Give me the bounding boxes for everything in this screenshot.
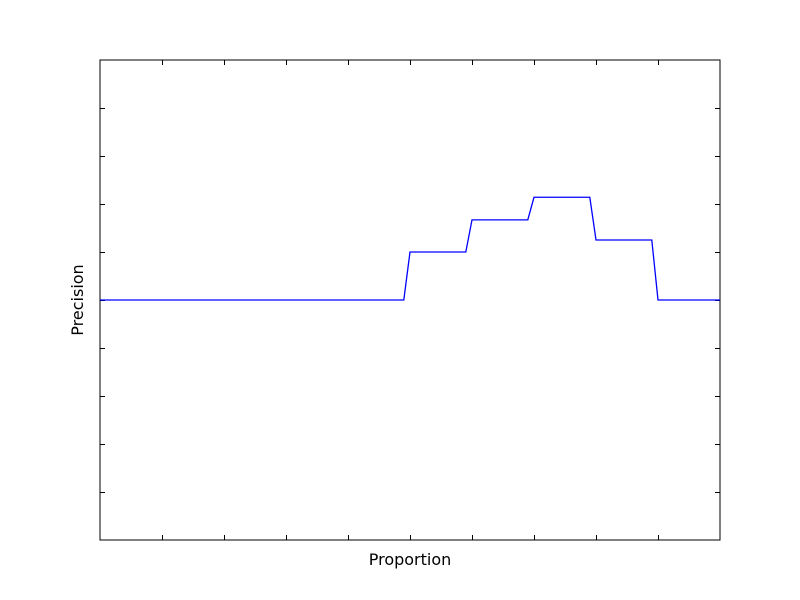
y-axis-label: Precision <box>68 264 87 335</box>
plot-area <box>99 59 721 541</box>
x-axis-label: Proportion <box>369 550 452 569</box>
series-line <box>100 196 720 301</box>
